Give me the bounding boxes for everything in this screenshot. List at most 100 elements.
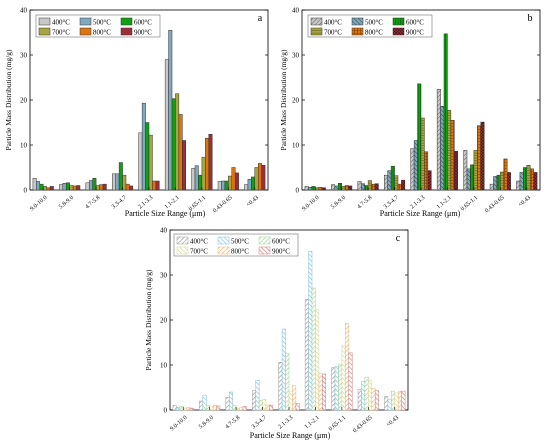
bar-a-600-5 [171,98,176,191]
bar-hatch [496,175,501,190]
x-tick-label: <0.43 [246,195,260,209]
legend-swatch [258,246,271,255]
bar-hatch [334,185,339,190]
bar-hatch [473,150,478,190]
y-tick-label: 40 [20,7,28,15]
bar-a-400-3 [111,173,116,191]
x-tick-label: 0.65-1.1 [328,415,347,432]
bar-c-800-3 [265,404,270,411]
bar-hatch [500,172,504,190]
legend-swatch [176,236,189,245]
bar-c-900-1 [216,405,221,411]
bar-a-700-4 [148,134,153,191]
bar-hatch [308,187,312,190]
bar-hatch [414,140,418,190]
legend-swatch [120,17,133,26]
bar-hatch [394,175,398,190]
legend-swatch [217,236,230,245]
legend-label: 900°C [134,29,152,37]
legend-swatch-hatch [311,18,322,25]
bar-a-700-3 [122,174,127,191]
legend-label: 700°C [52,29,70,37]
y-tick-label: 30 [20,52,28,60]
bar-hatch [444,33,448,190]
x-tick-label: <0.43 [386,415,400,429]
y-tick-label: 10 [292,142,300,150]
bar-c-700-0 [182,407,187,411]
bar-c-400-5 [304,299,309,411]
bar-a-500-4 [141,102,146,191]
bar-a-600-2 [92,178,97,191]
bar-hatch [463,150,468,190]
bar-c-700-4 [288,390,293,411]
bar-hatch [477,125,481,190]
legend-label: 800°C [231,248,249,256]
legend-label: 800°C [93,29,111,37]
bar-hatch [530,168,534,190]
legend-swatch-hatch [311,28,322,35]
bar-c-800-5 [318,373,323,411]
bar-hatch [341,186,346,190]
legend-label: 400°C [52,19,70,27]
bar-a-400-6 [191,168,196,191]
bar-c-500-5 [308,250,313,411]
x-tick-label: 0.43-0.65 [212,195,233,214]
bar-a-400-2 [85,182,90,191]
bar-hatch [519,172,524,190]
bar-c-900-8 [401,390,406,411]
bar-c-900-3 [269,404,274,411]
x-tick-label: 9.0-10.0 [301,195,320,212]
bar-a-800-2 [99,184,104,191]
x-tick-label: 1.1-2.1 [304,415,321,431]
bar-a-600-1 [65,182,70,191]
legend-label: 600°C [272,238,290,246]
legend-label: 500°C [231,238,249,246]
y-tick-label: 20 [292,97,300,105]
legend: 400°C 500°C 600°C 700°C 800°C 900°C [35,14,161,38]
bar-hatch [503,158,508,190]
legend-swatch [79,27,92,36]
bar-a-900-4 [155,180,160,191]
bar-a-700-8 [254,167,259,191]
bar-a-600-7 [224,180,229,191]
bar-c-600-5 [311,287,316,411]
bar-a-500-0 [36,181,41,191]
bar-hatch [507,172,511,190]
bar-hatch [523,167,527,190]
legend-label: 900°C [272,248,290,256]
bar-hatch [424,151,428,190]
x-tick-label: 0.43-0.65 [484,195,505,214]
bar-c-600-2 [232,405,237,411]
bar-c-700-8 [394,392,399,411]
bar-hatch [345,185,349,190]
bar-hatch [348,185,352,190]
bar-hatch [450,120,455,190]
x-tick-label: 5.8-9.0 [198,415,215,431]
bar-a-500-7 [221,180,226,191]
legend-swatch-hatch [393,18,404,25]
legend-label: 600°C [134,19,152,27]
bar-c-700-3 [262,398,267,411]
x-axis-label: Particle Size Range (μm) [250,431,331,440]
y-tick-label: 40 [292,7,300,15]
bar-hatch [371,184,375,190]
legend-swatch-hatch [352,28,363,35]
legend-label: 700°C [324,29,342,37]
bar-hatch [391,166,395,190]
bar-a-900-6 [208,133,213,191]
x-tick-label: 0.43-0.65 [352,415,373,434]
bar-hatch [417,83,421,190]
bar-c-600-6 [338,364,343,411]
y-tick-label: 0 [164,407,168,415]
bar-c-800-0 [186,407,191,411]
bar-a-600-3 [118,162,123,191]
bar-a-500-5 [168,30,173,191]
bar-hatch [467,168,471,190]
x-tick-label: <0.43 [518,195,532,209]
bar-hatch [447,110,451,190]
y-tick-label: 20 [160,317,168,325]
bar-a-900-2 [102,183,107,191]
y-tick-label: 10 [160,362,168,370]
bar-a-500-6 [194,165,199,191]
